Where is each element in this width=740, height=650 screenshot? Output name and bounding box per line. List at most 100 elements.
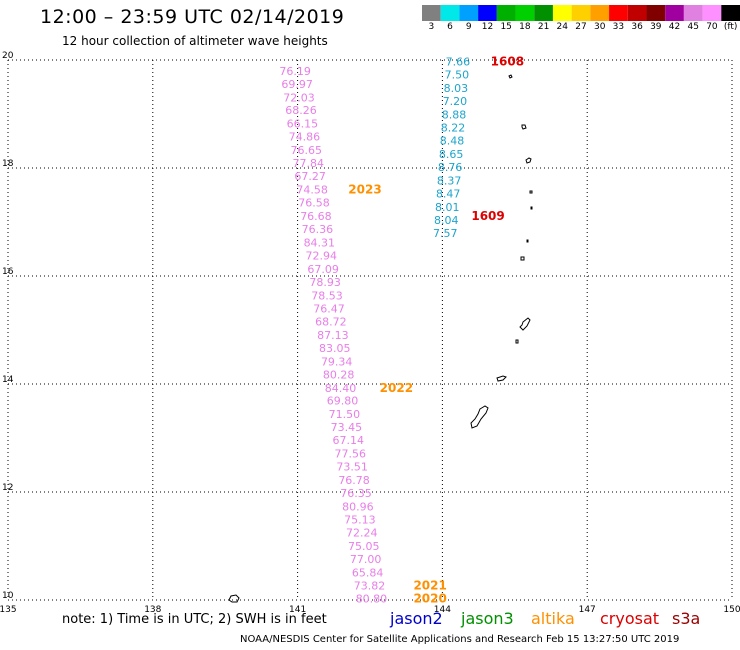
data-label-altika: 77.56 [334,448,366,461]
data-label-altika: 72.24 [346,527,378,540]
data-label-altika: 72.94 [306,249,338,262]
color-swatch [515,5,535,21]
island-outline [526,239,529,243]
data-label-jason2: 7.20 [443,95,468,108]
color-swatch [627,5,647,21]
y-tick-label: 10 [2,591,14,601]
color-scale-label: 39 [650,22,662,32]
data-label-altika: 74.86 [289,131,321,144]
island-outline [515,339,519,344]
data-label-jason2: 8.47 [436,187,461,200]
data-label-altika: 68.26 [285,104,317,117]
data-label-altika: 77.84 [292,157,324,170]
color-scale-label: 9 [465,22,472,32]
data-label-altika: 80.80 [356,592,388,605]
data-label-altika: 80.28 [323,368,355,381]
data-label-jason2: 8.37 [437,174,462,187]
pass-annotation: 2022 [380,381,413,395]
color-swatch [609,5,628,21]
data-label-altika: 67.14 [333,434,365,447]
data-label-jason2: 7.57 [433,227,458,240]
island-outline [521,124,527,130]
data-label-altika: 76.35 [340,487,372,500]
pass-annotation: 2020 [413,591,446,605]
data-label-altika: 76.65 [291,144,323,157]
data-label-altika: 87.13 [317,329,349,342]
island-outline [470,405,489,429]
data-label-altika: 77.00 [350,553,382,566]
color-scale-label: 21 [537,22,550,32]
legend-jason3: jason3 [461,609,514,628]
data-label-altika: 83.05 [319,342,351,355]
color-scale-label: 24 [556,22,569,32]
data-label-jason2: 7.66 [446,56,471,69]
data-label-altika: 78.53 [311,289,343,302]
legend-jason2: jason2 [390,609,443,628]
chart-subtitle: 12 hour collection of altimeter wave hei… [62,34,328,48]
island-outline [496,375,507,382]
data-label-jason2: 8.48 [440,134,465,147]
data-label-altika: 76.68 [300,210,332,223]
color-scale-label: 15 [500,22,512,32]
data-label-altika: 69.97 [281,78,313,91]
color-scale-label: 27 [575,22,587,32]
color-scale-label: 42 [668,22,681,32]
data-label-altika: 78.93 [309,276,341,289]
color-scale-label: 45 [687,22,699,32]
data-label-altika: 65.84 [352,566,384,579]
island-outline [529,190,533,194]
color-swatch [478,5,497,21]
color-scale-label: 6 [447,22,453,32]
color-swatch [646,5,666,21]
data-label-jason2: 8.65 [439,148,464,161]
data-label-jason2: 8.04 [434,214,459,227]
data-label-altika: 69.80 [327,395,359,408]
color-swatch [459,5,479,21]
pass-annotation: 1609 [471,209,504,223]
data-label-altika: 84.31 [304,237,336,250]
data-label-altika: 84.40 [325,382,357,395]
color-scale-label: 12 [481,22,494,32]
data-label-altika: 80.96 [342,501,374,514]
color-swatch [702,5,722,21]
color-swatch [721,5,740,21]
color-swatch [422,5,441,21]
data-label-altika: 74.58 [296,184,328,197]
data-label-altika: 67.27 [294,170,326,183]
island-outlines [228,74,533,603]
island-outline [530,206,533,210]
data-label-altika: 67.09 [307,263,339,276]
data-label-altika: 73.82 [354,579,386,592]
color-swatch [496,5,516,21]
data-label-altika: 76.78 [338,474,370,487]
data-label-altika: 79.34 [321,355,353,368]
footnote: note: 1) Time is in UTC; 2) SWH is in fe… [62,612,327,627]
island-outline [525,157,532,164]
data-label-altika: 76.36 [302,223,334,236]
island-outline [228,594,240,603]
color-scale-bar [422,5,740,21]
island-outline [520,256,525,261]
x-tick-label: 150 [723,605,740,615]
color-scale-labels: 3 6 9 12 15 18 21 24 27 30 33 36 39 42 45 70 (ft) [422,22,740,36]
color-scale-label: 36 [631,22,643,32]
color-swatch [440,5,460,21]
color-scale-label: (ft) [723,22,738,32]
data-label-jason2: 8.01 [435,201,460,214]
color-scale-label: 30 [593,22,606,32]
x-tick-label: 135 [0,605,17,615]
x-tick-label: 147 [579,605,596,615]
data-label-jason2: 8.03 [444,82,469,95]
y-tick-label: 12 [2,483,13,493]
data-label-altika: 75.13 [344,514,376,527]
color-swatch [534,5,553,21]
pass-annotation: 2023 [348,183,381,197]
data-label-altika: 68.72 [315,315,347,328]
color-swatch [683,5,703,21]
data-label-altika: 76.47 [313,302,345,315]
data-label-altika: 73.45 [331,421,363,434]
legend-s3a: s3a [672,609,701,628]
data-label-altika: 75.05 [348,540,380,553]
data-label-jason2: 8.76 [438,161,463,174]
